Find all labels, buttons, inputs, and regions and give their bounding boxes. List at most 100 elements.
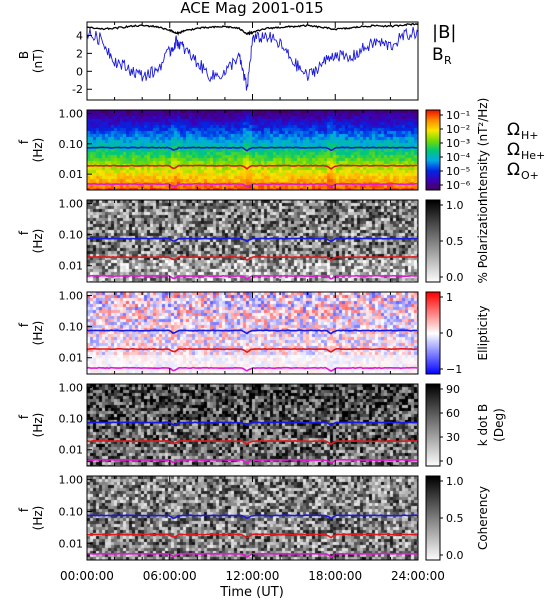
colorbar-tick-label-intensity: 10⁻¹ (446, 109, 470, 122)
y-tick-label-intensity: 0.01 (59, 168, 84, 181)
legend-b-magnitude: |B| (432, 22, 456, 43)
x-tick-label: 12:00:00 (226, 569, 280, 583)
y-label-polarization: f (17, 230, 31, 235)
side-label-sub-heplus: He+ (521, 149, 545, 162)
gyrofrequency-line-coherency (86, 514, 417, 520)
colorbar-ellipticity (426, 292, 440, 374)
side-label-sub-hplus: H+ (521, 129, 539, 142)
y-tick-label-field: -2 (72, 83, 83, 96)
colorbar-tick-label-intensity: 10⁻⁵ (446, 165, 470, 178)
x-tick-label: 18:00:00 (308, 569, 362, 583)
y-unit-field: (nT) (31, 49, 45, 73)
y-tick-label-ellipticity: 1.00 (59, 290, 84, 303)
chart-title: ACE Mag 2001-015 (180, 0, 323, 17)
x-tick-label: 00:00:00 (60, 569, 114, 583)
y-label-kdotb: f (17, 414, 31, 419)
y-tick-label-ellipticity: 0.01 (59, 352, 84, 365)
colorbar-label-polarization: % Polarization (476, 199, 490, 284)
colorbar-tick-label-coherency: 1.0 (446, 475, 464, 488)
x-axis-label: Time (UT) (219, 585, 284, 600)
colorbar-tick-label-coherency: 0.5 (446, 512, 464, 525)
colorbar-tick-label-coherency: 0.0 (446, 549, 464, 562)
gyrofrequency-line-ellipticity (86, 347, 418, 354)
colorbar-tick-label-ellipticity: 1 (446, 291, 453, 304)
heatmap-ellipticity (87, 292, 418, 374)
colorbar-tick-label-intensity: 10⁻² (446, 123, 470, 136)
y-tick-label-field: 2 (76, 47, 83, 60)
gyrofrequency-line-polarization (86, 255, 418, 262)
y-unit-ellipticity: (Hz) (31, 321, 45, 346)
y-label-intensity: f (17, 139, 31, 144)
x-tick-label: 06:00:00 (143, 569, 197, 583)
y-tick-label-intensity: 1.00 (59, 107, 84, 120)
y-unit-intensity: (Hz) (31, 138, 45, 163)
y-tick-label-field: 0 (76, 65, 83, 78)
colorbar-unit-kdotb: (Deg) (492, 408, 506, 442)
colorbar-tick-label-polarization: 1.0 (446, 199, 464, 212)
colorbar-polarization (426, 200, 440, 282)
y-tick-label-kdotb: 0.01 (59, 444, 84, 457)
gyrofrequency-line-ellipticity (86, 329, 418, 335)
gyrofrequency-line-kdotb (86, 439, 418, 446)
y-label-field: B (17, 51, 31, 59)
colorbar-label-coherency: Coherency (476, 486, 490, 550)
heatmap-polarization (87, 200, 418, 282)
y-tick-label-coherency: 0.10 (59, 505, 84, 518)
y-tick-label-field: 4 (76, 29, 83, 42)
y-tick-label-ellipticity: 0.10 (59, 321, 84, 334)
y-unit-polarization: (Hz) (31, 229, 45, 254)
heatmap-coherency (87, 476, 418, 560)
y-unit-coherency: (Hz) (31, 506, 45, 531)
colorbar-label-ellipticity: Ellipticity (476, 306, 490, 361)
colorbar-intensity (426, 110, 440, 190)
y-tick-label-coherency: 0.01 (59, 537, 84, 550)
side-label-omega-oplus: Ω (507, 160, 520, 180)
series-line-b-magnitude (86, 23, 419, 36)
y-label-coherency: f (17, 507, 31, 512)
y-tick-label-polarization: 0.10 (59, 229, 84, 242)
gyrofrequency-line-intensity (87, 146, 418, 152)
colorbar-tick-label-intensity: 10⁻⁶ (446, 179, 471, 192)
colorbar-label-kdotb: k dot B (476, 404, 490, 446)
gyrofrequency-line-intensity (86, 164, 418, 170)
legend-b-radial-sub: R (444, 54, 452, 67)
y-tick-label-polarization: 0.01 (59, 260, 84, 273)
series-line-b-radial (86, 26, 419, 91)
colorbar-tick-label-polarization: 0.0 (446, 271, 464, 284)
x-tick-label: 24:00:00 (391, 569, 445, 583)
side-label-omega-hplus: Ω (507, 120, 520, 140)
colorbar-tick-label-kdotb: 0 (446, 455, 453, 468)
colorbar-tick-label-kdotb: 60 (446, 407, 460, 420)
y-unit-kdotb: (Hz) (31, 413, 45, 438)
y-tick-label-kdotb: 1.00 (59, 382, 84, 395)
colorbar-frame-intensity (425, 109, 441, 191)
colorbar-label-intensity: Intensity (nT²/Hz) (476, 98, 490, 203)
colorbar-coherency (426, 476, 440, 560)
colorbar-tick-label-kdotb: 30 (446, 431, 460, 444)
colorbar-tick-label-kdotb: 90 (446, 383, 460, 396)
y-tick-label-kdotb: 0.10 (59, 413, 84, 426)
y-label-ellipticity: f (17, 322, 31, 327)
colorbar-tick-label-ellipticity: −1 (446, 363, 462, 376)
side-label-sub-oplus: O+ (521, 169, 539, 182)
axes-layer (86, 21, 443, 561)
heatmap-intensity (87, 110, 418, 190)
gyrofrequency-line-coherency (86, 533, 418, 539)
colorbar-tick-label-ellipticity: 0 (446, 327, 453, 340)
side-label-omega-heplus: Ω (507, 140, 520, 160)
colorbar-kdotb (426, 384, 440, 466)
labels-layer: ACE Mag 2001-015 Time (UT) 10⁻¹10⁻²10⁻³1… (17, 0, 545, 600)
y-tick-label-coherency: 1.00 (59, 474, 84, 487)
gyrofrequency-line-polarization (86, 237, 418, 243)
legend-b-radial: B (432, 45, 444, 65)
y-tick-label-polarization: 1.00 (59, 198, 84, 211)
colorbar-tick-label-intensity: 10⁻⁴ (446, 151, 471, 164)
y-tick-label-intensity: 0.10 (59, 138, 84, 151)
heatmap-kdotb (87, 384, 418, 466)
colorbar-tick-label-intensity: 10⁻³ (446, 137, 470, 150)
gyrofrequency-line-kdotb (87, 421, 418, 427)
colorbar-frame-kdotb (425, 383, 441, 467)
heatmap-layer (87, 110, 440, 560)
colorbar-tick-label-polarization: 0.5 (446, 235, 464, 248)
